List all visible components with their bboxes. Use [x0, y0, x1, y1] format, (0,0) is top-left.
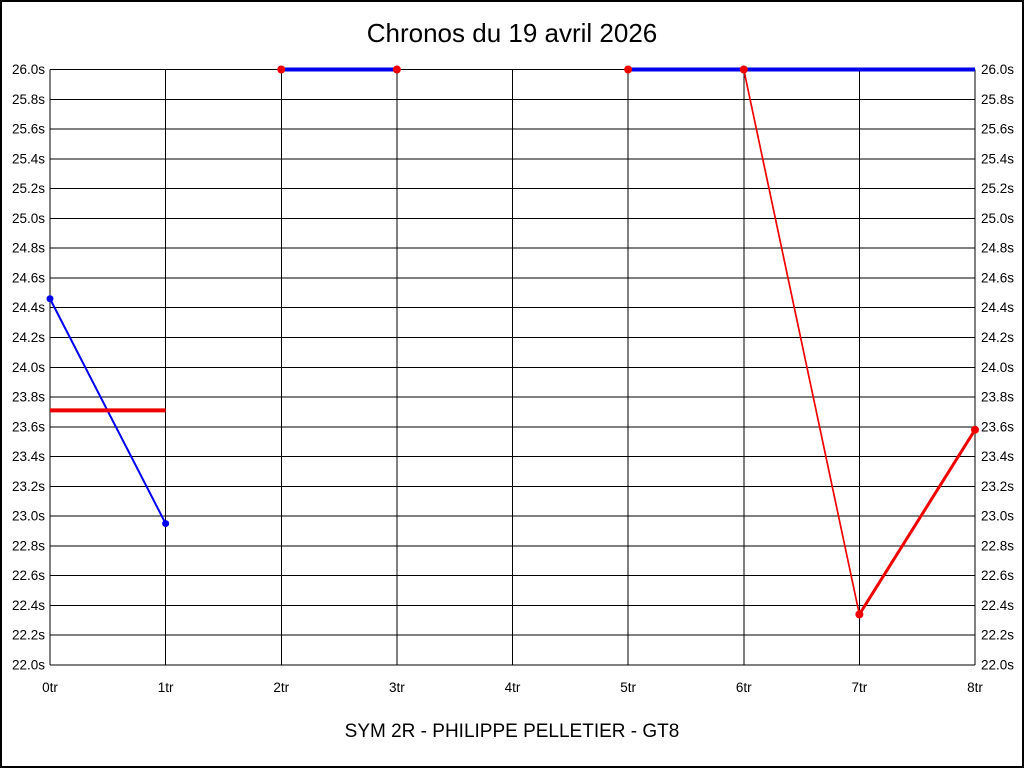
y-tick-label-left: 22.0s	[12, 658, 45, 673]
y-tick-label-right: 23.2s	[981, 479, 1014, 494]
y-tick-label-left: 23.2s	[12, 479, 45, 494]
y-tick-label-right: 22.0s	[981, 658, 1014, 673]
y-tick-label-right: 22.2s	[981, 628, 1014, 643]
y-tick-label-right: 25.8s	[981, 92, 1014, 107]
y-tick-label-left: 25.4s	[12, 151, 45, 166]
y-tick-label-left: 23.8s	[12, 390, 45, 405]
x-tick-label: 1tr	[158, 680, 174, 695]
y-tick-label-left: 25.0s	[12, 211, 45, 226]
y-tick-label-left: 25.6s	[12, 122, 45, 137]
y-tick-label-left: 24.0s	[12, 360, 45, 375]
x-tick-label: 6tr	[736, 680, 752, 695]
data-point-marker	[855, 610, 864, 619]
y-tick-label-right: 25.6s	[981, 122, 1014, 137]
y-tick-label-right: 26.0s	[981, 62, 1014, 77]
y-tick-label-right: 25.2s	[981, 181, 1014, 196]
y-tick-label-left: 26.0s	[12, 62, 45, 77]
y-tick-label-left: 22.2s	[12, 628, 45, 643]
y-tick-label-left: 23.0s	[12, 509, 45, 524]
y-tick-label-right: 22.6s	[981, 568, 1014, 583]
x-tick-label: 8tr	[967, 680, 983, 695]
data-point-marker	[624, 65, 633, 74]
y-tick-label-left: 22.8s	[12, 538, 45, 553]
chart-footer: SYM 2R - PHILIPPE PELLETIER - GT8	[344, 721, 680, 742]
y-tick-label-left: 24.2s	[12, 330, 45, 345]
y-tick-label-left: 22.4s	[12, 598, 45, 613]
y-tick-label-right: 24.6s	[981, 270, 1014, 285]
y-tick-label-right: 22.4s	[981, 598, 1014, 613]
y-tick-label-left: 24.8s	[12, 241, 45, 256]
y-tick-label-left: 25.2s	[12, 181, 45, 196]
y-tick-label-right: 24.0s	[981, 360, 1014, 375]
y-tick-label-right: 24.8s	[981, 241, 1014, 256]
y-tick-label-left: 24.6s	[12, 270, 45, 285]
series-segment-reference-red	[742, 69, 861, 615]
data-point-marker	[392, 65, 401, 74]
y-tick-label-left: 24.4s	[12, 300, 45, 315]
y-tick-label-right: 25.4s	[981, 151, 1014, 166]
y-tick-label-right: 24.2s	[981, 330, 1014, 345]
y-tick-label-left: 23.6s	[12, 419, 45, 434]
x-tick-label: 0tr	[42, 680, 58, 695]
x-tick-label: 2tr	[273, 680, 289, 695]
y-tick-label-left: 23.4s	[12, 449, 45, 464]
y-tick-label-right: 23.0s	[981, 509, 1014, 524]
data-point-marker	[162, 520, 170, 528]
data-point-marker	[46, 295, 54, 303]
y-tick-label-left: 25.8s	[12, 92, 45, 107]
y-tick-label-right: 23.8s	[981, 390, 1014, 405]
y-tick-label-right: 22.8s	[981, 538, 1014, 553]
y-tick-label-right: 23.4s	[981, 449, 1014, 464]
data-point-marker	[971, 425, 979, 434]
series-segment-reference-red	[858, 428, 977, 616]
x-tick-label: 5tr	[620, 680, 636, 695]
y-tick-label-left: 22.6s	[12, 568, 45, 583]
y-tick-label-right: 25.0s	[981, 211, 1014, 226]
x-tick-label: 7tr	[851, 680, 867, 695]
y-tick-label-right: 24.4s	[981, 300, 1014, 315]
x-tick-label: 4tr	[505, 680, 521, 695]
x-tick-label: 3tr	[389, 680, 405, 695]
y-tick-label-right: 23.6s	[981, 419, 1014, 434]
data-point-marker	[739, 65, 748, 74]
data-point-marker	[277, 65, 286, 74]
chart-title: Chronos du 19 avril 2026	[366, 18, 658, 48]
